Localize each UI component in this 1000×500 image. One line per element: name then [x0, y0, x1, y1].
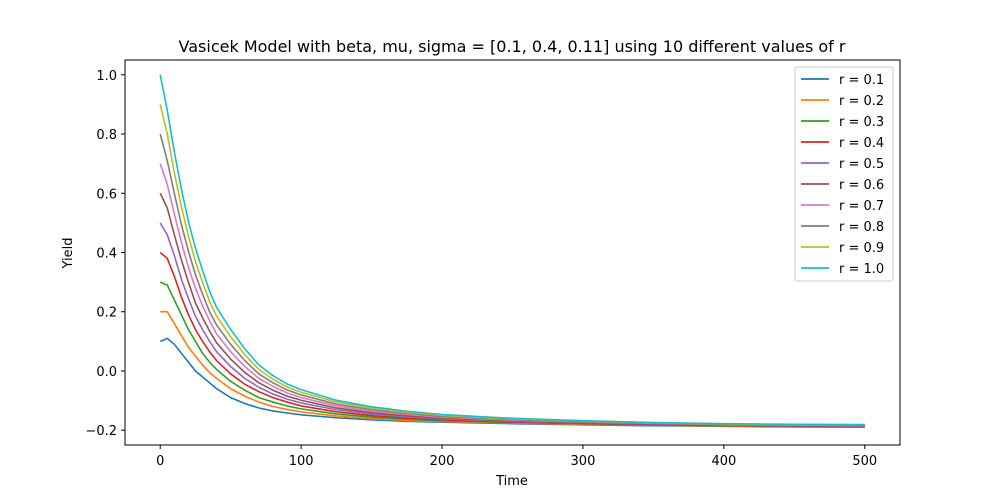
y-tick-label: 0.8 [96, 128, 117, 143]
series-line-10 [159, 74, 865, 426]
x-tick-label: 500 [852, 454, 877, 469]
x-axis-title: Time [495, 474, 528, 489]
y-tick-label: 0.2 [96, 306, 117, 321]
y-tick-label: 1.0 [96, 69, 117, 84]
legend-label: r = 0.4 [839, 136, 884, 151]
y-axis: −0.2 0.0 0.2 0.4 0.6 0.8 1.0 [85, 69, 125, 439]
legend-label: r = 0.8 [839, 220, 884, 235]
y-axis-title: Yield [61, 238, 76, 270]
x-axis: 0 100 200 300 400 500 [156, 445, 877, 469]
y-tick-label: 0.6 [96, 187, 117, 202]
chart-title: Vasicek Model with beta, mu, sigma = [0.… [179, 37, 846, 56]
x-tick-label: 100 [289, 454, 314, 469]
legend-label: r = 0.2 [839, 94, 884, 109]
legend-label: r = 0.5 [839, 157, 884, 172]
legend-label: r = 0.7 [839, 199, 884, 214]
series-line-9 [159, 104, 865, 426]
y-tick-label: 0.0 [96, 365, 117, 380]
legend: r = 0.1 r = 0.2 r = 0.3 r = 0.4 r = 0.5 r = 0… [794, 66, 894, 282]
series-line-5 [159, 222, 865, 427]
legend-label: r = 0.1 [839, 73, 884, 88]
x-tick-label: 0 [156, 454, 164, 469]
y-tick-label: 0.4 [96, 247, 117, 262]
legend-label: r = 1.0 [839, 262, 884, 277]
x-tick-label: 200 [430, 454, 455, 469]
legend-label: r = 0.3 [839, 115, 884, 130]
x-tick-label: 300 [571, 454, 596, 469]
legend-label: r = 0.6 [839, 178, 884, 193]
x-tick-label: 400 [711, 454, 736, 469]
legend-label: r = 0.9 [839, 241, 884, 256]
series-layer [159, 74, 865, 429]
y-tick-label: −0.2 [85, 424, 117, 439]
